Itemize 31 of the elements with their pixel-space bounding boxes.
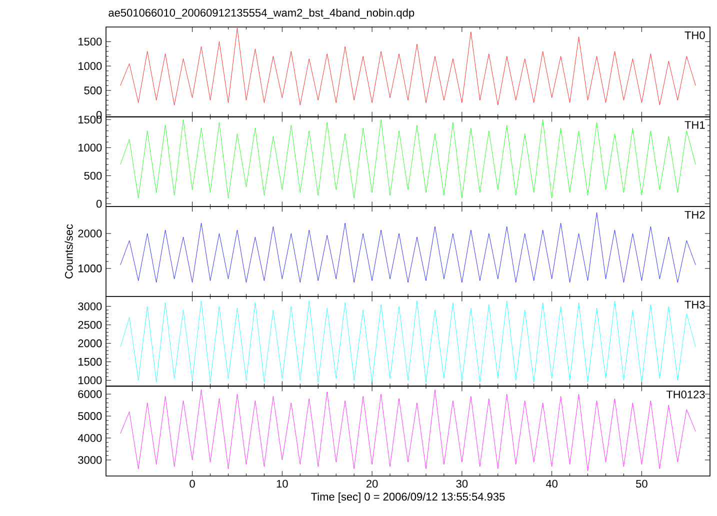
x-tick-label: 30 bbox=[456, 480, 468, 488]
y-tick-label: 1500 bbox=[78, 38, 102, 46]
x-tick-label: 50 bbox=[636, 480, 648, 488]
x-tick-label: 10 bbox=[276, 480, 288, 488]
y-tick-label: 1500 bbox=[78, 358, 102, 366]
x-tick-label: 40 bbox=[546, 480, 558, 488]
series-label: TH2 bbox=[684, 210, 705, 219]
y-tick-label: 1000 bbox=[78, 264, 102, 272]
x-tick-label: 0 bbox=[190, 480, 195, 488]
y-tick-label: 500 bbox=[84, 172, 102, 180]
series-label: TH0 bbox=[684, 31, 705, 40]
y-tick-label: 0 bbox=[96, 200, 102, 208]
y-tick-label: 4000 bbox=[78, 434, 102, 442]
y-tick-label: 2500 bbox=[78, 320, 102, 329]
series-label: TH3 bbox=[684, 300, 705, 309]
x-tick-label: 20 bbox=[366, 480, 378, 488]
y-tick-label: 2000 bbox=[78, 230, 102, 238]
y-tick-label: 3000 bbox=[78, 302, 102, 310]
chart-title: ae501066010_20060912135554_wam2_bst_4band_nobin.qdp bbox=[108, 8, 414, 19]
y-tick-label: 3000 bbox=[78, 456, 102, 464]
y-tick-label: 1000 bbox=[78, 62, 102, 70]
x-axis-title: Time [sec] 0 = 2006/09/12 13:55:54.935 bbox=[311, 492, 505, 503]
y-tick-label: 1000 bbox=[78, 376, 102, 384]
y-tick-label: 500 bbox=[84, 86, 102, 94]
y-tick-label: 1000 bbox=[78, 144, 102, 152]
series-label: TH0123 bbox=[666, 390, 705, 398]
y-tick-label: 2000 bbox=[78, 339, 102, 348]
series-label: TH1 bbox=[684, 121, 705, 129]
y-axis-title: Counts/sec bbox=[64, 224, 73, 278]
y-tick-label: 6000 bbox=[78, 390, 102, 398]
y-tick-label: 5000 bbox=[78, 412, 102, 420]
